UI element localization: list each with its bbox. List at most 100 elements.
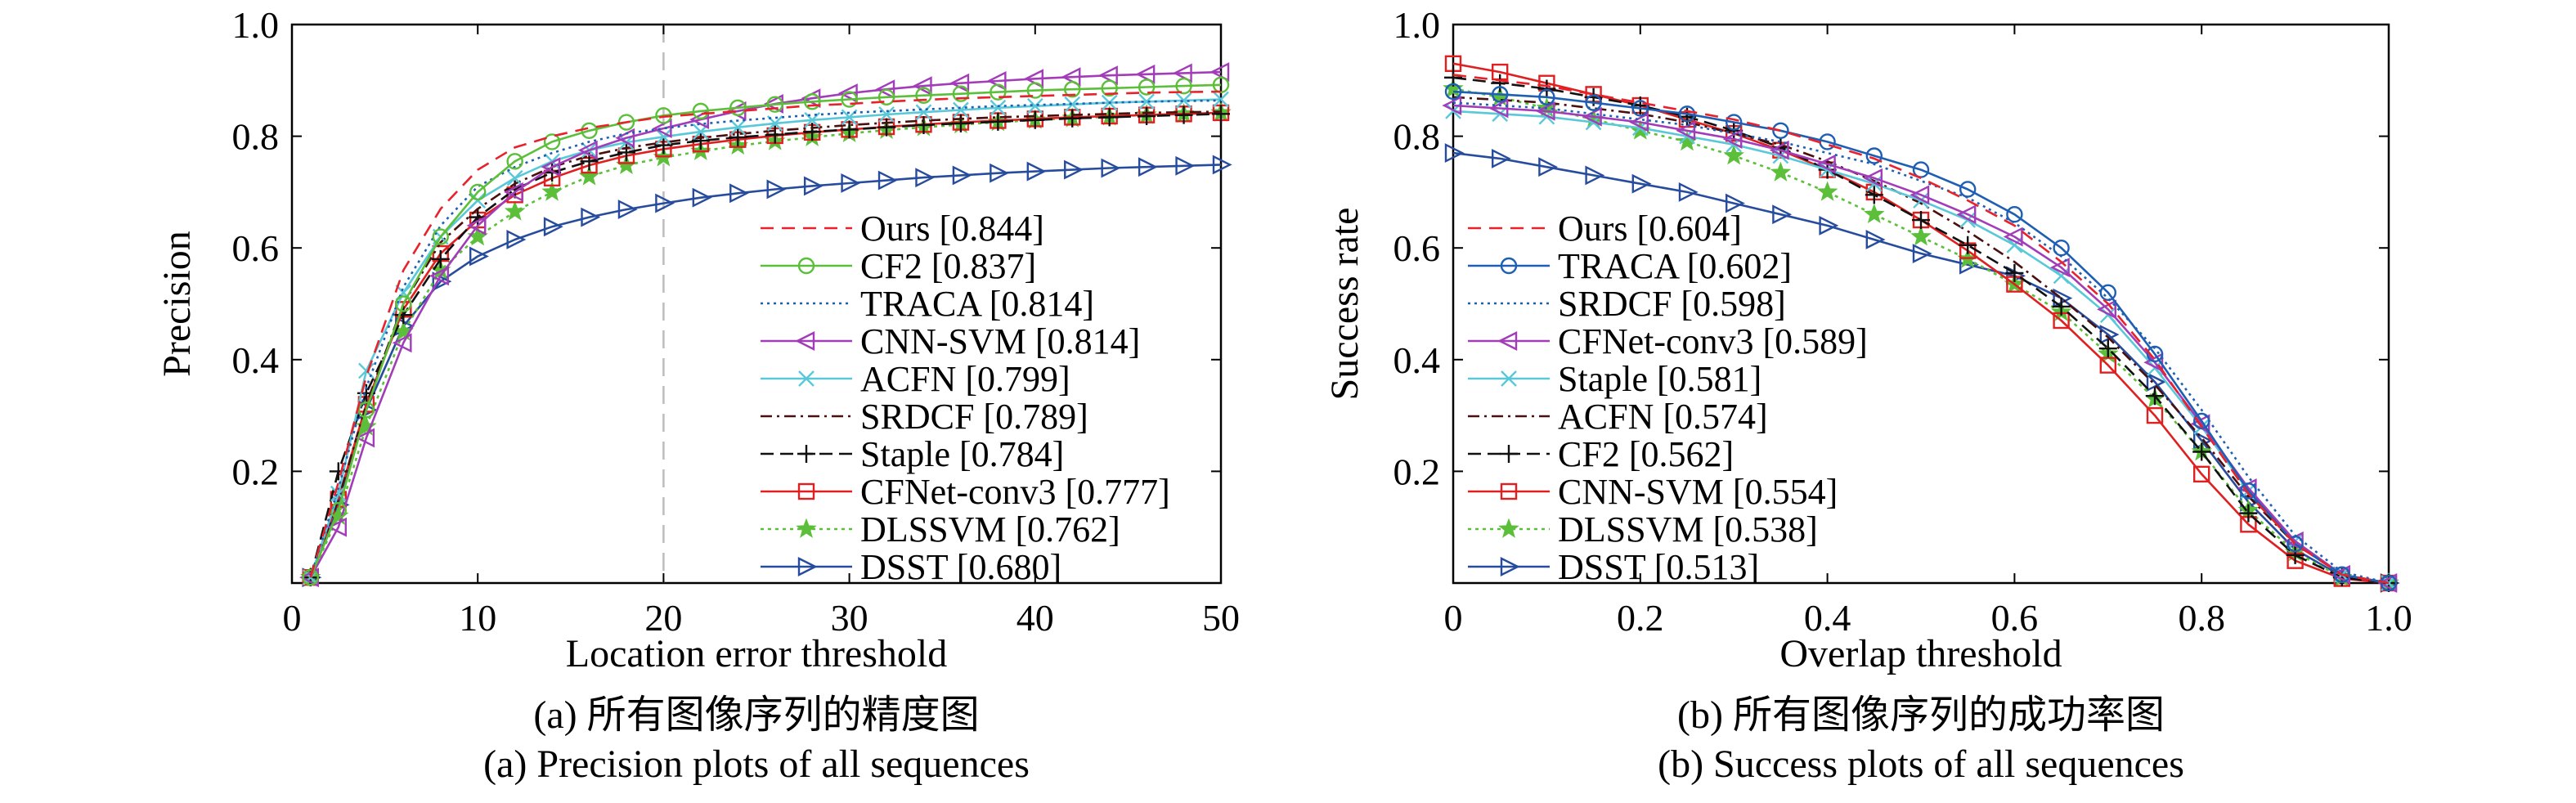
legend-entry: ACFN [0.574]: [1468, 397, 1768, 437]
data-point: [1770, 161, 1792, 182]
legend-marker: [1501, 370, 1517, 387]
data-point: [1585, 165, 1605, 186]
data-point: [1815, 154, 1836, 174]
data-point: [2098, 339, 2117, 358]
data-point: [504, 200, 526, 221]
data-point: [1444, 83, 1462, 101]
legend-label: DLSSVM [0.538]: [1558, 509, 1818, 550]
data-point: [766, 96, 783, 113]
data-point: [692, 187, 712, 208]
y-axis-label: Success rate: [1323, 208, 1367, 401]
data-point: [1864, 203, 1885, 224]
legend-label: CF2 [0.837]: [860, 246, 1036, 286]
data-point: [2097, 299, 2116, 320]
data-point: [432, 228, 449, 245]
data-point: [2143, 352, 2164, 373]
x-tick-label: 0.2: [1617, 597, 1664, 639]
data-point: [1138, 93, 1155, 110]
y-tick-label: 0.2: [1393, 451, 1441, 492]
data-point: [543, 133, 561, 150]
data-point: [1064, 159, 1084, 180]
data-point: [1865, 147, 1883, 164]
legend-marker: [1500, 557, 1520, 576]
data-point: [1175, 77, 1192, 95]
legend-entry: CF2 [0.837]: [761, 246, 1036, 286]
legend-label: CF2 [0.562]: [1558, 434, 1734, 474]
data-point: [1723, 145, 1744, 165]
plot-frame: [290, 23, 1223, 585]
x-tick-label: 10: [459, 597, 496, 639]
data-point: [951, 114, 970, 132]
data-point: [469, 183, 487, 201]
data-point: [2192, 412, 2210, 430]
series-line: [309, 90, 1222, 578]
data-point: [989, 112, 1008, 131]
data-point: [2099, 284, 2117, 302]
legend-entry: DSST [0.680]: [761, 547, 1061, 587]
data-point: [355, 428, 375, 448]
series-line: [1452, 90, 2390, 585]
caption-en: (b) Success plots of all sequences: [1658, 742, 2184, 786]
data-point: [1863, 168, 1883, 188]
data-point: [1174, 105, 1193, 124]
data-point: [581, 122, 598, 139]
series-line: [1452, 151, 2390, 585]
legend-label: Ours [0.844]: [860, 209, 1044, 249]
data-point: [952, 85, 970, 102]
data-point: [617, 200, 638, 220]
data-point: [877, 170, 898, 191]
data-point: [1444, 143, 1465, 164]
data-point: [1135, 64, 1156, 84]
data-point: [1138, 79, 1156, 96]
series-line: [309, 99, 1222, 578]
data-point: [615, 128, 635, 148]
data-point: [1138, 157, 1158, 177]
data-point: [1910, 185, 1930, 205]
legend-label: DSST [0.513]: [1558, 547, 1759, 587]
legend-marker: [796, 518, 817, 538]
data-point: [1026, 97, 1043, 114]
series-ours: [1452, 74, 2390, 585]
legend-label: SRDCF [0.789]: [860, 397, 1088, 437]
legend-label: Ours [0.604]: [1558, 209, 1742, 249]
data-point: [392, 333, 412, 353]
data-point: [1585, 94, 1602, 111]
data-point: [2005, 263, 2024, 282]
legend-entry: CFNet-conv3 [0.777]: [761, 472, 1170, 512]
x-tick-label: 50: [1202, 597, 1240, 639]
y-tick-label: 0.6: [232, 227, 280, 269]
data-point: [1722, 129, 1743, 149]
data-point: [1678, 182, 1699, 202]
data-point: [1101, 79, 1118, 97]
data-point: [652, 119, 672, 138]
series-line: [309, 83, 1222, 578]
data-point: [543, 217, 563, 237]
data-point: [2192, 465, 2210, 483]
legend-entry: TRACA [0.814]: [761, 284, 1094, 324]
data-point: [395, 295, 412, 312]
y-tick-label: 0.2: [232, 451, 280, 492]
y-tick-label: 0.6: [1393, 227, 1441, 269]
data-point: [729, 119, 747, 136]
data-point: [915, 87, 932, 104]
data-point: [803, 176, 824, 196]
data-point: [729, 99, 747, 116]
data-point: [1138, 107, 1156, 126]
series-dsst: [302, 155, 1232, 588]
data-point: [877, 118, 896, 137]
legend-label: Staple [0.581]: [1558, 359, 1761, 399]
data-point: [541, 181, 563, 201]
x-tick-label: 0: [1444, 597, 1463, 639]
legend-entry: Staple [0.581]: [1468, 359, 1761, 399]
data-point: [469, 246, 489, 267]
y-tick-label: 1.0: [1393, 4, 1441, 46]
data-point: [915, 168, 936, 188]
legend-marker: [1497, 331, 1518, 351]
caption-cn: (a) 所有图像序列的精度图: [533, 693, 979, 737]
series-traca: [1444, 83, 2398, 592]
data-point: [431, 249, 450, 268]
data-point: [1491, 74, 1510, 92]
legend-entry: CFNet-conv3 [0.589]: [1468, 321, 1868, 361]
data-point: [990, 163, 1010, 183]
